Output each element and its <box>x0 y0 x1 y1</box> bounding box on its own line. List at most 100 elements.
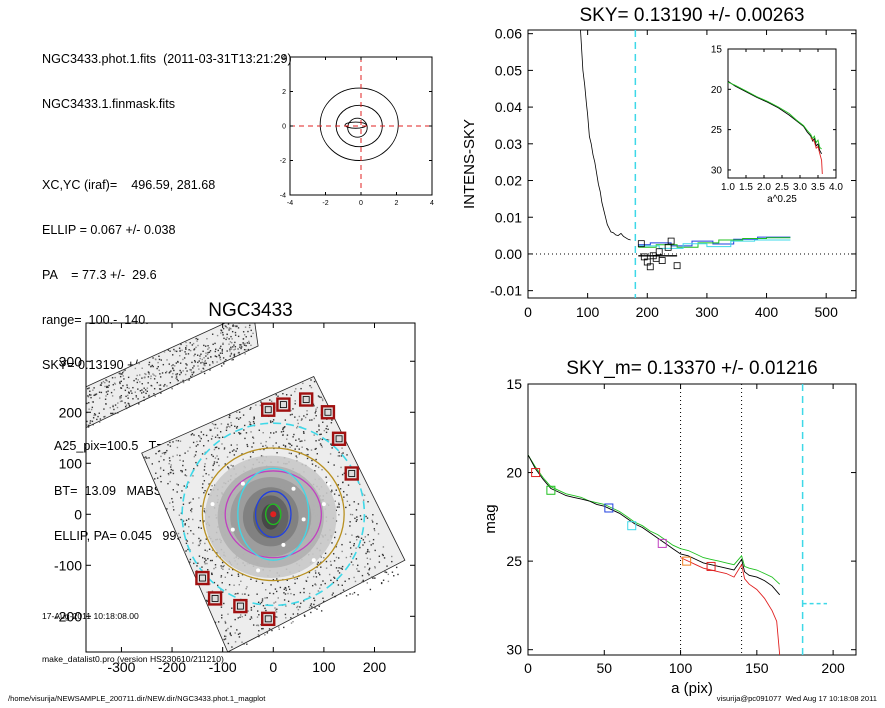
galaxy-field-pixel <box>310 449 313 451</box>
galaxy-field-pixel <box>197 544 200 547</box>
galaxy-field-pixel <box>230 424 233 427</box>
galaxy-strip-pixel <box>112 405 114 408</box>
galaxy-strip-pixel <box>187 379 189 381</box>
galaxy-field-pixel <box>330 422 333 424</box>
galaxy-field-pixel <box>338 455 340 457</box>
date-line: 17-Aug-2011 10:18:08.00 <box>42 611 139 621</box>
galaxy-strip-pixel <box>203 344 205 347</box>
galaxy-field-pixel <box>330 579 332 582</box>
galaxy-field-pixel <box>242 414 245 416</box>
galaxy-strip-pixel <box>172 372 174 375</box>
galaxy-field-pixel <box>243 643 245 645</box>
galaxy-strip-pixel <box>248 340 250 343</box>
galaxy-field-pixel <box>282 428 284 431</box>
galaxy-strip-pixel <box>176 373 179 375</box>
galaxy-strip-pixel <box>214 350 217 353</box>
galaxy-field-pixel <box>201 566 203 568</box>
galaxy-field-pixel <box>330 564 332 566</box>
galaxy-strip-pixel <box>158 384 161 387</box>
galaxy-strip-pixel <box>153 374 155 376</box>
galaxy-strip-pixel <box>230 328 232 330</box>
galaxy-field-pixel <box>315 584 317 586</box>
galaxy-field-pixel <box>367 501 369 503</box>
fit-ellipse-gold <box>201 447 345 582</box>
galaxy-strip-pixel <box>216 334 219 337</box>
galaxy-field-pixel <box>302 382 304 385</box>
galaxy-strip-pixel <box>237 327 240 329</box>
galaxy-field-pixel <box>387 580 390 583</box>
galaxy-field-pixel <box>286 579 288 582</box>
galaxy-strip-pixel <box>197 344 199 347</box>
galaxy-strip-pixel <box>207 345 209 347</box>
galaxy-field-pixel <box>322 580 324 582</box>
galaxy-strip-pixel <box>107 386 109 389</box>
galaxy-strip-pixel <box>185 353 187 355</box>
galaxy-field-pixel <box>233 449 235 451</box>
galaxy-field-pixel <box>208 483 210 485</box>
galaxy-strip-pixel <box>93 387 95 389</box>
galaxy-field-pixel <box>252 420 255 423</box>
galaxy-strip-pixel <box>242 342 244 344</box>
galaxy-field-pixel <box>373 577 375 579</box>
galaxy-field-pixel <box>242 458 244 461</box>
galaxy-field-pixel <box>202 483 204 485</box>
galaxy-strip-pixel <box>205 362 207 364</box>
galaxy-strip-pixel <box>173 348 175 351</box>
galaxy-field-pixel <box>217 436 219 439</box>
galaxy-field-pixel <box>296 425 299 428</box>
galaxy-strip-pixel <box>168 363 170 365</box>
galaxy-strip-pixel <box>240 344 242 346</box>
galaxy-field-pixel <box>299 591 302 594</box>
galaxy-field-pixel <box>332 581 335 584</box>
galaxy-strip-pixel <box>104 398 107 400</box>
sky-x-tick-label: 400 <box>755 304 779 320</box>
galaxy-field-pixel <box>173 509 175 511</box>
galaxy-field-pixel <box>198 526 200 529</box>
galaxy-strip-pixel <box>221 331 224 334</box>
galaxy-field-pixel <box>319 603 321 606</box>
galaxy-field-pixel <box>269 399 271 401</box>
galaxy-strip-pixel <box>228 327 230 330</box>
masked-star <box>326 481 331 486</box>
galaxy-field-pixel <box>296 445 298 447</box>
galaxy-field-pixel <box>167 482 169 485</box>
galaxy-strip-pixel <box>150 384 152 387</box>
galaxy-field-pixel <box>221 443 223 445</box>
galaxy-field-pixel <box>236 629 238 631</box>
galaxy-field-pixel <box>237 633 240 635</box>
galaxy-strip-pixel <box>138 403 140 405</box>
galaxy-field-pixel <box>342 490 345 493</box>
galaxy-field-pixel <box>274 601 277 603</box>
galaxy-strip-pixel <box>148 373 150 375</box>
galaxy-strip-pixel <box>193 365 195 367</box>
galaxy-field-pixel <box>211 559 213 562</box>
mag-y-tick-label: 15 <box>506 376 522 392</box>
galaxy-field-pixel <box>353 576 355 579</box>
galaxy-field-pixel <box>367 563 369 565</box>
galaxy-strip-pixel <box>169 350 171 352</box>
galaxy-strip-pixel <box>141 389 143 391</box>
galaxy-field-pixel <box>304 416 307 419</box>
galaxy-strip-pixel <box>168 372 171 374</box>
galaxy-field-pixel <box>369 588 372 591</box>
galaxy-strip-pixel <box>237 335 240 338</box>
galaxy-field-pixel <box>310 379 312 381</box>
galaxy-strip-pixel <box>131 392 133 394</box>
galaxy-field-pixel <box>193 455 196 458</box>
galaxy-strip-pixel <box>128 392 131 394</box>
galaxy-strip-pixel <box>93 413 96 415</box>
galaxy-strip-pixel <box>94 414 97 416</box>
galaxy-strip-pixel <box>143 376 146 379</box>
mag-sample-box <box>627 521 637 531</box>
galaxy-field-pixel <box>338 503 340 506</box>
galaxy-field-pixel <box>179 459 181 461</box>
galaxy-field-pixel <box>325 476 327 478</box>
galaxy-field-pixel <box>231 574 233 576</box>
galaxy-field-pixel <box>320 566 322 568</box>
galaxy-field-pixel <box>329 484 332 487</box>
galaxy-field-pixel <box>233 584 235 586</box>
galaxy-field-pixel <box>250 406 252 409</box>
galaxy-field-pixel <box>357 570 359 572</box>
galaxy-strip-pixel <box>197 338 199 341</box>
galaxy-field-pixel <box>262 627 264 630</box>
